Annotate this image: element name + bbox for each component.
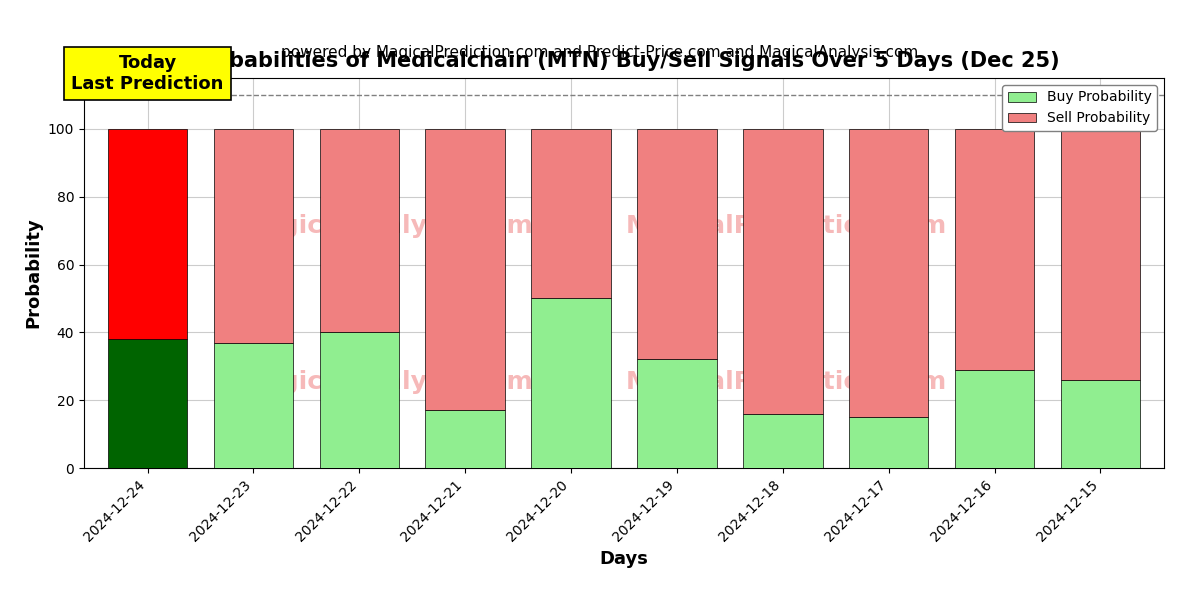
Legend: Buy Probability, Sell Probability: Buy Probability, Sell Probability <box>1002 85 1157 131</box>
Text: MagicalAnalysis.com: MagicalAnalysis.com <box>240 370 533 394</box>
Bar <box>850 417 929 468</box>
Bar <box>743 129 822 414</box>
Bar <box>108 129 187 339</box>
Bar <box>955 129 1034 370</box>
X-axis label: Days: Days <box>600 550 648 568</box>
Bar <box>214 129 293 343</box>
Title: Probabilities of Medicalchain (MTN) Buy/Sell Signals Over 5 Days (Dec 25): Probabilities of Medicalchain (MTN) Buy/… <box>188 51 1060 71</box>
Bar <box>426 129 505 410</box>
Bar <box>108 339 187 468</box>
Bar <box>1061 129 1140 380</box>
Bar <box>319 129 400 332</box>
Bar <box>532 129 611 298</box>
Bar <box>850 129 929 417</box>
Text: MagicalPrediction.com: MagicalPrediction.com <box>625 214 947 238</box>
Bar <box>532 298 611 468</box>
Bar <box>1061 380 1140 468</box>
Bar <box>319 332 400 468</box>
Text: powered by MagicalPrediction.com and Predict-Price.com and MagicalAnalysis.com: powered by MagicalPrediction.com and Pre… <box>281 45 919 60</box>
Bar <box>955 370 1034 468</box>
Bar <box>743 414 822 468</box>
Text: MagicalPrediction.com: MagicalPrediction.com <box>625 370 947 394</box>
Bar <box>426 410 505 468</box>
Text: MagicalAnalysis.com: MagicalAnalysis.com <box>240 214 533 238</box>
Bar <box>214 343 293 468</box>
Text: Today
Last Prediction: Today Last Prediction <box>71 55 223 93</box>
Bar <box>637 359 716 468</box>
Bar <box>637 129 716 359</box>
Y-axis label: Probability: Probability <box>24 218 42 328</box>
